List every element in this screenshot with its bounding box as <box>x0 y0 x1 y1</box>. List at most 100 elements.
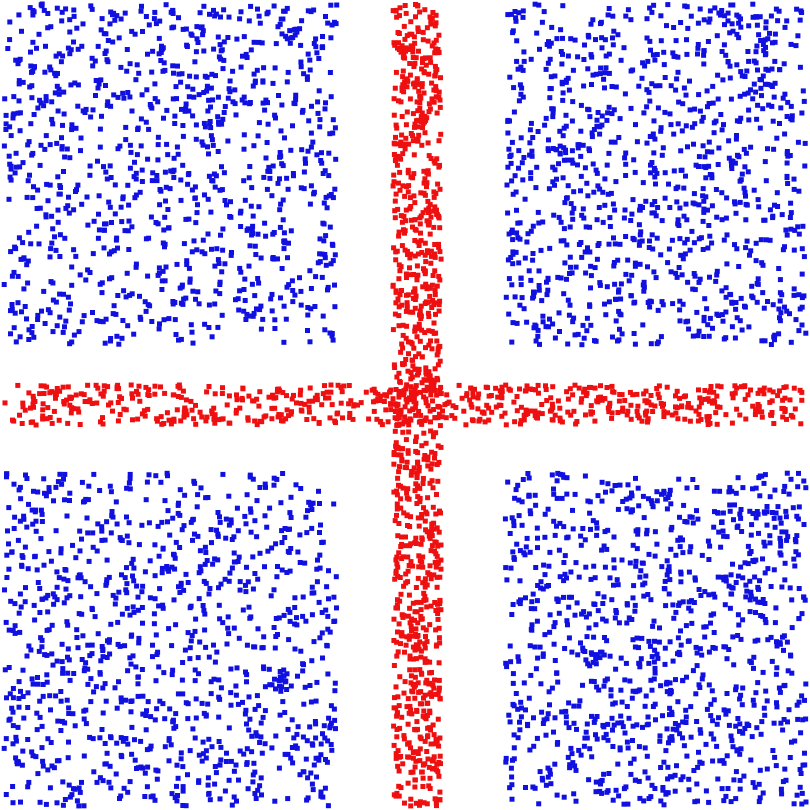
blue-point <box>517 82 523 88</box>
blue-point <box>668 501 674 507</box>
blue-point <box>221 57 227 63</box>
blue-point <box>306 499 312 505</box>
blue-point <box>547 245 553 251</box>
blue-point <box>270 163 276 169</box>
blue-point <box>730 158 736 164</box>
blue-point <box>505 12 511 18</box>
blue-point <box>285 255 290 261</box>
blue-point <box>583 270 589 276</box>
red-point <box>395 763 401 769</box>
red-point <box>408 514 413 520</box>
blue-point <box>44 652 50 658</box>
blue-point <box>165 152 171 158</box>
blue-point <box>652 136 658 142</box>
blue-point <box>569 270 575 276</box>
blue-point <box>643 198 649 204</box>
blue-point <box>244 492 250 498</box>
blue-point <box>134 152 140 158</box>
blue-point <box>264 140 270 145</box>
blue-point <box>3 127 9 132</box>
blue-point <box>523 785 528 790</box>
blue-point <box>511 732 517 738</box>
blue-point <box>613 84 619 90</box>
blue-point <box>269 545 275 551</box>
blue-point <box>698 235 704 241</box>
blue-point <box>705 538 711 544</box>
blue-point <box>200 739 206 745</box>
blue-point <box>139 179 145 184</box>
red-point <box>411 656 416 662</box>
blue-point <box>517 727 523 733</box>
blue-point <box>87 734 93 740</box>
blue-point <box>597 282 603 288</box>
blue-point <box>30 12 36 18</box>
blue-point <box>332 680 338 686</box>
blue-point <box>554 478 560 484</box>
blue-point <box>207 11 212 17</box>
blue-point <box>49 116 55 122</box>
blue-point <box>633 777 638 783</box>
blue-point <box>715 162 721 167</box>
blue-point <box>611 107 617 113</box>
blue-point <box>146 126 152 132</box>
blue-point <box>795 139 801 145</box>
blue-point <box>85 267 91 273</box>
blue-point <box>613 318 619 324</box>
blue-point <box>602 202 608 208</box>
red-point <box>438 557 444 563</box>
blue-point <box>228 517 234 523</box>
blue-point <box>137 189 143 195</box>
blue-point <box>64 513 70 519</box>
blue-point <box>581 57 587 62</box>
blue-point <box>581 743 587 749</box>
blue-point <box>558 27 564 33</box>
blue-point <box>73 253 79 259</box>
blue-point <box>636 778 642 784</box>
blue-point <box>88 3 94 9</box>
red-point <box>403 271 409 277</box>
blue-point <box>83 660 89 666</box>
blue-point <box>629 490 634 496</box>
blue-point <box>277 224 283 230</box>
blue-point <box>662 75 668 80</box>
blue-point <box>708 701 714 707</box>
blue-point <box>513 18 519 24</box>
blue-point <box>679 128 685 134</box>
blue-point <box>698 593 704 598</box>
blue-point <box>582 537 588 543</box>
blue-point <box>226 725 232 731</box>
blue-point <box>270 255 276 260</box>
blue-point <box>798 771 804 776</box>
blue-point <box>170 63 176 69</box>
blue-point <box>55 174 61 180</box>
blue-point <box>279 266 285 271</box>
blue-point <box>519 522 525 528</box>
blue-point <box>509 612 515 617</box>
blue-point <box>103 83 108 88</box>
blue-point <box>550 109 556 115</box>
red-point <box>436 241 441 247</box>
blue-point <box>505 164 511 170</box>
blue-point <box>785 99 791 105</box>
blue-point <box>622 730 628 736</box>
blue-point <box>733 769 739 775</box>
blue-point <box>603 618 609 624</box>
red-point <box>416 408 422 414</box>
blue-point <box>742 726 748 731</box>
blue-point <box>565 622 570 628</box>
blue-point <box>205 782 211 788</box>
blue-point <box>720 758 726 764</box>
blue-point <box>793 317 799 323</box>
blue-point <box>108 103 114 109</box>
blue-point <box>611 534 617 540</box>
red-point <box>416 366 422 372</box>
red-point <box>404 495 410 501</box>
blue-point <box>720 77 726 83</box>
red-point <box>431 754 437 760</box>
blue-point <box>330 195 336 201</box>
blue-point <box>594 525 600 531</box>
blue-point <box>711 697 717 703</box>
red-point <box>414 609 420 615</box>
red-point <box>419 380 425 386</box>
blue-point <box>332 304 338 310</box>
